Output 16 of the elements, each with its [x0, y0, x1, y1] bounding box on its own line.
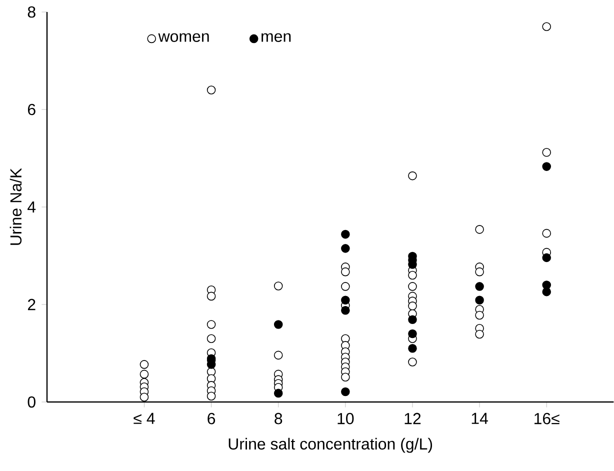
x-tick-label: 14	[472, 412, 488, 424]
x-tick-label: 8	[274, 412, 282, 424]
y-tick-label: 6	[28, 104, 36, 116]
x-tick-label: 16≤	[534, 412, 560, 424]
x-axis-title: Urine salt concentration (g/L)	[228, 438, 432, 453]
legend-label: men	[262, 33, 291, 42]
y-tick-label: 0	[28, 396, 36, 408]
y-tick-label: 8	[28, 6, 36, 18]
x-tick-label: 6	[208, 412, 216, 424]
y-tick-label: 4	[28, 202, 36, 212]
x-tick-label: 10	[338, 412, 354, 424]
y-tick-label: 2	[28, 298, 36, 310]
x-tick-label: 12	[404, 412, 421, 424]
y-axis-title: Urine Na/K	[10, 168, 22, 245]
x-tick-label: ≤ 4	[134, 412, 155, 424]
legend-label: women	[158, 33, 209, 42]
